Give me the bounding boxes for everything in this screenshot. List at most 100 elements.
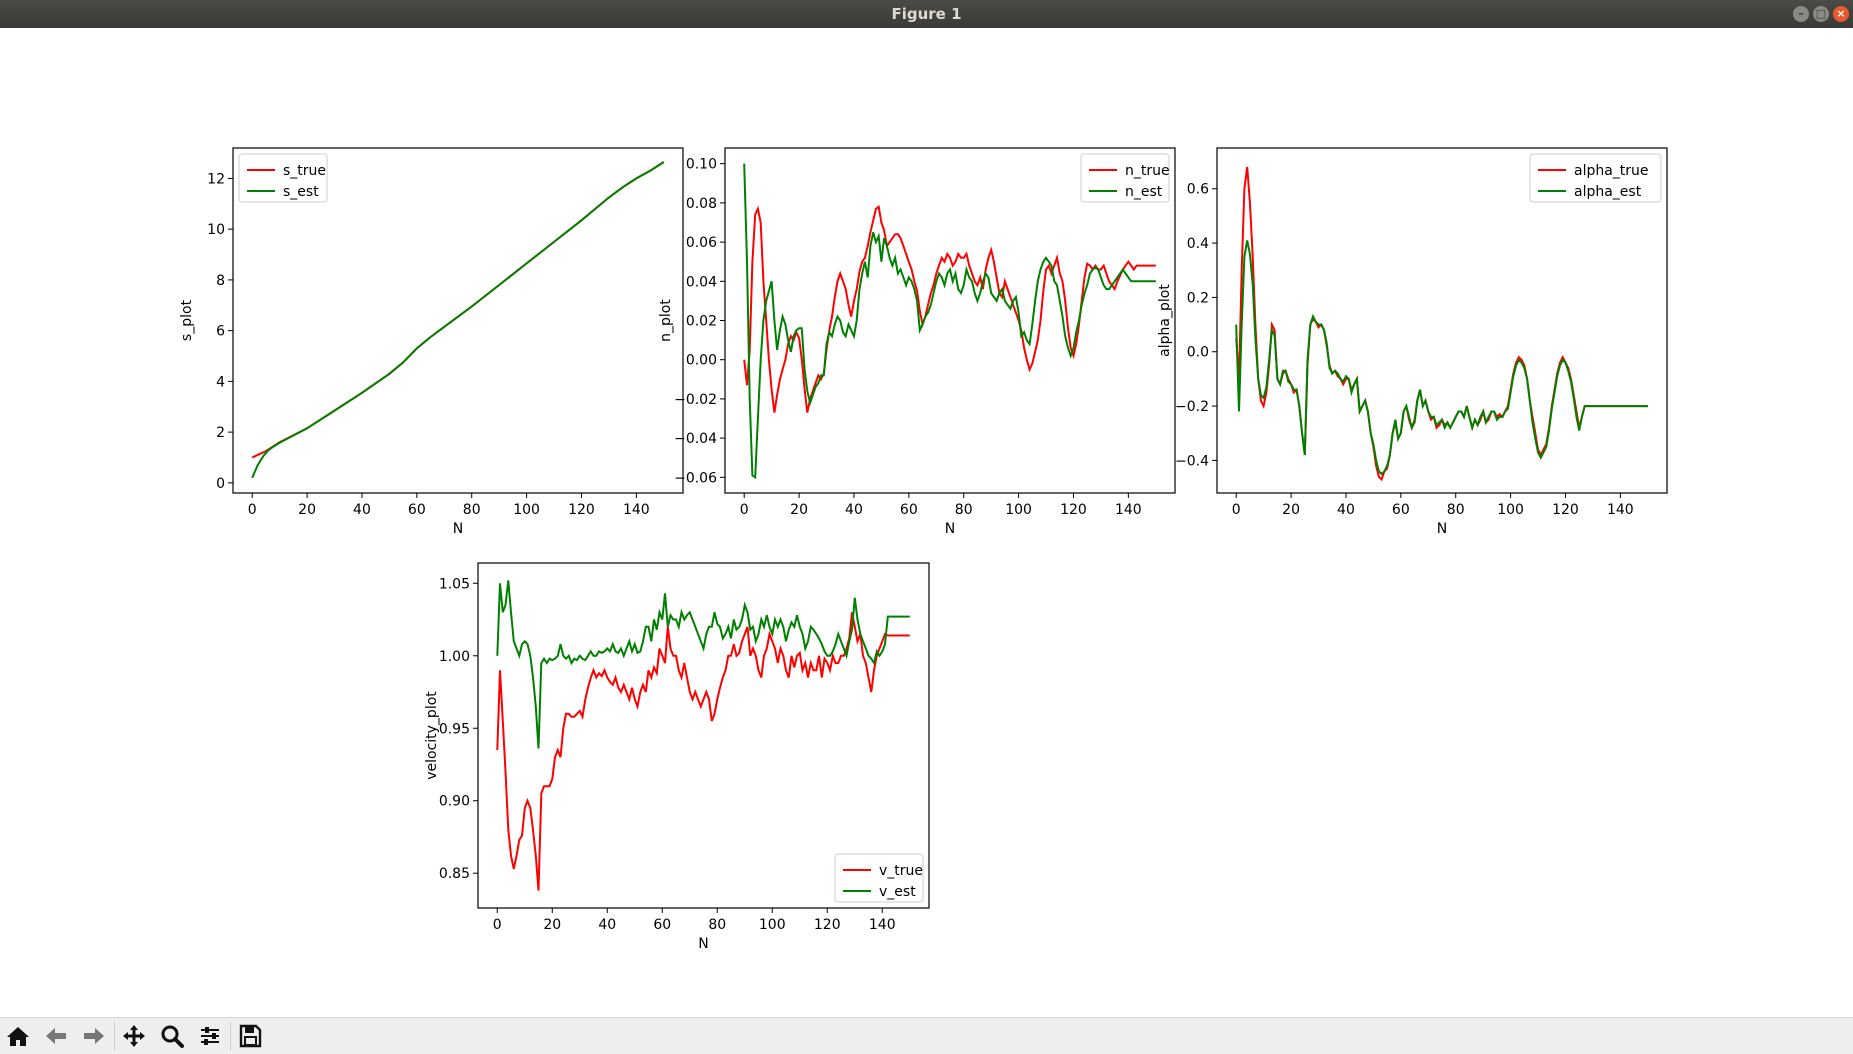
x-tick-label: 60 <box>408 502 426 518</box>
x-tick-label: 140 <box>623 502 650 518</box>
y-tick-label: 0.0 <box>1187 345 1209 361</box>
x-tick-label: 0 <box>493 917 502 933</box>
x-tick-label: 0 <box>740 502 749 518</box>
navigation-toolbar <box>0 1017 1853 1054</box>
legend-label: n_true <box>1125 163 1170 179</box>
x-axis-label: N <box>1437 521 1447 537</box>
subplot-2: 0 20 40 60 80 100 120 140 −0.4 −0.2 0.0 0.2 0.4 0.6 Na… <box>1157 147 1668 537</box>
y-tick-label: 0.4 <box>1187 236 1209 252</box>
legend: alpha_true alpha_est <box>1529 153 1662 203</box>
legend-label: n_est <box>1125 184 1163 200</box>
series-line-v_est <box>496 580 910 749</box>
legend: n_true n_est <box>1080 153 1170 203</box>
home-button[interactable] <box>4 1023 32 1049</box>
series-line-n_true <box>743 205 1156 413</box>
x-axis-label: N <box>698 936 708 952</box>
x-tick-label: 100 <box>1497 502 1524 518</box>
legend: v_true v_est <box>834 853 924 903</box>
x-tick-label: 20 <box>790 502 808 518</box>
zoom-button[interactable] <box>158 1023 186 1049</box>
save-button[interactable] <box>236 1023 264 1049</box>
legend-label: alpha_est <box>1574 184 1642 200</box>
legend-label: s_true <box>283 163 326 179</box>
x-tick-label: 140 <box>869 917 896 933</box>
x-tick-label: 100 <box>759 917 786 933</box>
legend-label: v_true <box>879 863 923 879</box>
toolbar-separator <box>230 1022 231 1050</box>
x-tick-label: 0 <box>248 502 257 518</box>
y-axis-label: velocity_plot <box>424 691 440 780</box>
legend: s_true s_est <box>238 153 328 203</box>
y-tick-label: 10 <box>207 222 225 238</box>
figure-canvas: 0 20 40 60 80 100 120 140 0 2 4 6 8 10 12 Ns_plot s_true… <box>179 147 1668 952</box>
y-tick-label: 8 <box>216 273 225 289</box>
y-tick-label: −0.2 <box>1175 399 1209 415</box>
subplot-0: 0 20 40 60 80 100 120 140 0 2 4 6 8 10 12 Ns_plot s_true… <box>179 147 684 537</box>
pan-icon <box>123 1025 145 1047</box>
x-tick-label: 120 <box>568 502 595 518</box>
pan-button[interactable] <box>120 1023 148 1049</box>
y-axis-label: s_plot <box>179 299 195 341</box>
x-axis-label: N <box>945 521 955 537</box>
close-button[interactable]: × <box>1833 6 1849 22</box>
back-icon <box>46 1028 66 1044</box>
x-axis-label: N <box>453 521 463 537</box>
y-tick-label: 0.00 <box>686 353 717 369</box>
x-tick-label: 140 <box>1115 502 1142 518</box>
x-tick-label: 120 <box>1552 502 1579 518</box>
x-tick-label: 80 <box>463 502 481 518</box>
y-tick-label: 1.00 <box>439 649 470 665</box>
x-tick-label: 60 <box>1392 502 1410 518</box>
y-tick-label: 0.02 <box>686 314 717 330</box>
x-tick-label: 60 <box>900 502 918 518</box>
x-tick-label: 80 <box>955 502 973 518</box>
y-tick-label: 1.05 <box>439 576 470 592</box>
x-tick-label: 60 <box>653 917 671 933</box>
y-tick-label: 0.95 <box>439 721 470 737</box>
series-line-v_true <box>496 612 910 891</box>
y-tick-label: 12 <box>207 171 225 187</box>
y-tick-label: 0.04 <box>686 274 717 290</box>
x-tick-label: 40 <box>845 502 863 518</box>
legend-label: alpha_true <box>1574 163 1649 179</box>
toolbar-separator <box>114 1022 115 1050</box>
legend-label: s_est <box>283 184 319 200</box>
y-axis-label: alpha_plot <box>1157 284 1173 357</box>
x-tick-label: 0 <box>1232 502 1241 518</box>
y-tick-label: −0.02 <box>674 392 717 408</box>
y-tick-label: 0.6 <box>1187 182 1209 198</box>
x-tick-label: 120 <box>1060 502 1087 518</box>
save-icon <box>239 1024 262 1048</box>
y-tick-label: −0.06 <box>674 470 717 486</box>
minimize-button[interactable]: – <box>1793 6 1809 22</box>
x-tick-label: 80 <box>708 917 726 933</box>
configure-subplots-button[interactable] <box>196 1023 224 1049</box>
maximize-button[interactable]: □ <box>1813 6 1829 22</box>
window-titlebar: Figure 1 – □ × <box>0 0 1853 28</box>
back-button[interactable] <box>42 1023 70 1049</box>
y-tick-label: 0.2 <box>1187 290 1209 306</box>
y-axis-label: n_plot <box>658 299 674 342</box>
forward-icon <box>84 1028 104 1044</box>
x-tick-label: 120 <box>814 917 841 933</box>
axes-frame <box>477 562 930 909</box>
y-tick-label: 4 <box>216 374 225 390</box>
x-tick-label: 20 <box>543 917 561 933</box>
zoom-icon <box>161 1025 184 1048</box>
x-tick-label: 140 <box>1607 502 1634 518</box>
y-tick-label: 2 <box>216 425 225 441</box>
series-line-alpha_true <box>1235 166 1648 482</box>
y-tick-label: 6 <box>216 324 225 340</box>
axes-frame <box>1216 147 1668 494</box>
y-tick-label: −0.04 <box>674 431 717 447</box>
home-icon <box>7 1027 29 1046</box>
forward-button[interactable] <box>80 1023 108 1049</box>
x-tick-label: 20 <box>298 502 316 518</box>
x-tick-label: 40 <box>598 917 616 933</box>
y-tick-label: −0.4 <box>1175 453 1209 469</box>
x-tick-label: 40 <box>1337 502 1355 518</box>
x-tick-label: 100 <box>513 502 540 518</box>
x-tick-label: 20 <box>1282 502 1300 518</box>
subplot-3: 0 20 40 60 80 100 120 140 0.85 0.90 0.95 1.00 1.05 Nv… <box>424 562 930 952</box>
configure-icon <box>201 1027 219 1045</box>
